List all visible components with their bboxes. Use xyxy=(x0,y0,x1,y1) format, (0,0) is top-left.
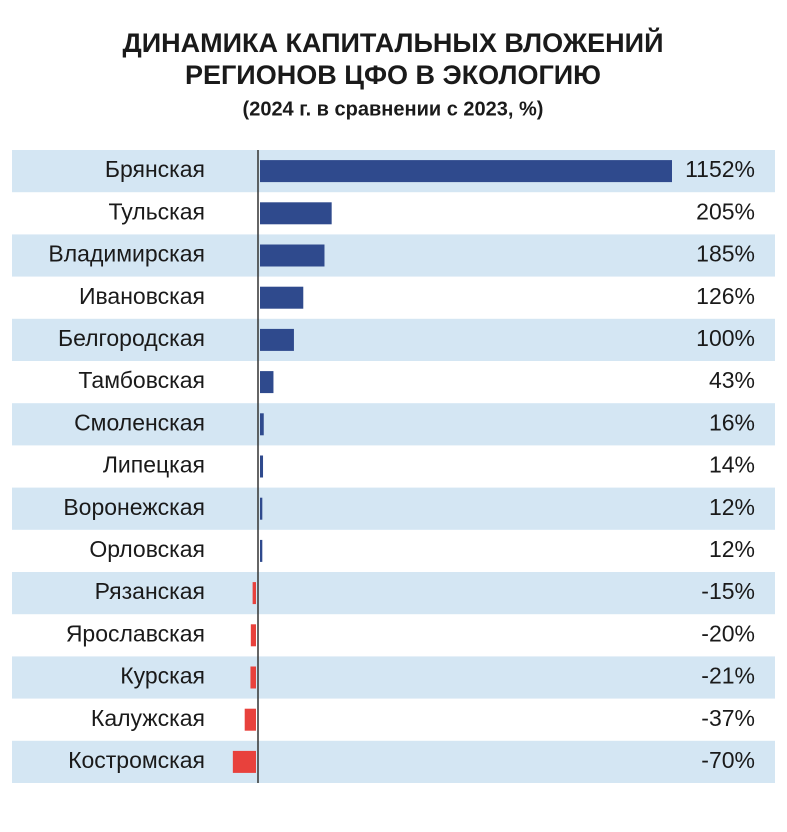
category-label: Ивановская xyxy=(79,283,205,309)
chart-subtitle: (2024 г. в сравнении с 2023, %) xyxy=(243,98,544,120)
bar xyxy=(260,160,672,183)
category-label: Калужская xyxy=(91,705,205,731)
bar xyxy=(260,455,264,478)
value-label: 16% xyxy=(709,409,755,435)
category-label: Костромская xyxy=(68,747,205,773)
category-label: Брянская xyxy=(105,156,205,182)
chart-title: РЕГИОНОВ ЦФО В ЭКОЛОГИЮ xyxy=(185,60,601,90)
row-stripe xyxy=(12,487,775,530)
bar xyxy=(232,750,256,773)
category-label: Тамбовская xyxy=(78,367,205,393)
value-label: 14% xyxy=(709,452,755,478)
value-label: 126% xyxy=(696,283,755,309)
value-label: 12% xyxy=(709,494,755,520)
value-label: 205% xyxy=(696,198,755,224)
value-label: 12% xyxy=(709,536,755,562)
bar xyxy=(244,708,256,731)
value-label: 100% xyxy=(696,325,755,351)
row-stripe xyxy=(12,740,775,783)
value-label: -20% xyxy=(701,620,755,646)
category-label: Воронежская xyxy=(63,494,205,520)
category-label: Владимирская xyxy=(48,241,205,267)
bar xyxy=(250,624,256,647)
bar xyxy=(252,582,256,605)
bar xyxy=(250,666,256,689)
bar xyxy=(260,413,264,436)
category-label: Ярославская xyxy=(66,620,205,646)
category-label: Курская xyxy=(120,663,205,689)
category-label: Тульская xyxy=(109,198,205,224)
value-label: -21% xyxy=(701,663,755,689)
category-label: Липецкая xyxy=(103,452,205,478)
row-stripe xyxy=(12,318,775,361)
bar xyxy=(260,202,332,225)
value-label: 43% xyxy=(709,367,755,393)
row-stripe xyxy=(12,572,775,615)
row-stripe xyxy=(12,656,775,699)
row-stripe xyxy=(12,403,775,446)
bar xyxy=(260,539,263,562)
bar xyxy=(260,244,325,267)
value-label: 1152% xyxy=(685,156,755,182)
value-label: -37% xyxy=(701,705,755,731)
category-label: Смоленская xyxy=(74,409,205,435)
value-label: -15% xyxy=(701,578,755,604)
category-label: Белгородская xyxy=(58,325,205,351)
category-label: Орловская xyxy=(89,536,205,562)
row-stripe xyxy=(12,234,775,277)
value-label: 185% xyxy=(696,241,755,267)
category-label: Рязанская xyxy=(95,578,205,604)
bar xyxy=(260,371,274,394)
bar xyxy=(260,328,294,351)
chart-title: ДИНАМИКА КАПИТАЛЬНЫХ ВЛОЖЕНИЙ xyxy=(122,27,663,58)
bar xyxy=(260,286,304,309)
value-label: -70% xyxy=(701,747,755,773)
bar xyxy=(260,497,263,520)
